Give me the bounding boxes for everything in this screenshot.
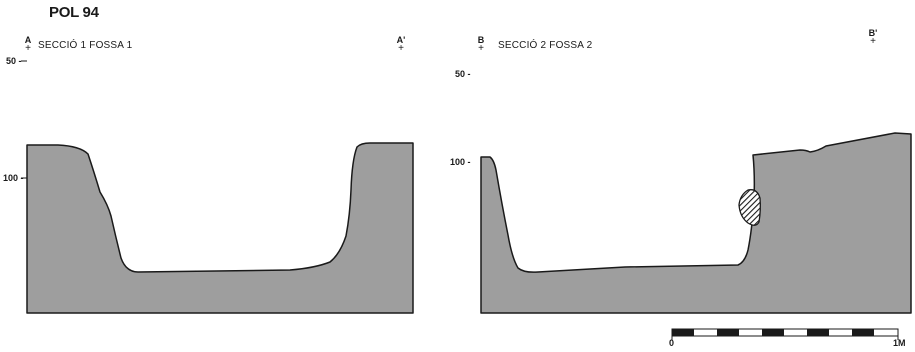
section2-profile	[480, 132, 912, 314]
scale-start-label: 0	[669, 338, 675, 348]
section1-profile	[26, 142, 414, 314]
scale-bar	[671, 328, 899, 340]
scale-end-label: 1M	[893, 338, 906, 348]
section1-start-point: A +	[23, 35, 33, 54]
section1-label: SECCIÓ 1 FOSSA 1	[38, 40, 133, 51]
section1-depth-50: 50 -	[6, 56, 22, 66]
crosshair-icon: +	[870, 36, 876, 47]
crosshair-icon: +	[25, 43, 31, 54]
section1-end-letter: A'	[396, 35, 406, 45]
section2-start-point: B +	[476, 35, 486, 54]
drawing-title: POL 94	[49, 4, 99, 21]
section1-start-letter: A	[24, 35, 32, 45]
section2-end-point: B' +	[867, 28, 879, 47]
section1-depth-100: 100 -	[3, 173, 24, 183]
section2-end-letter: B'	[868, 28, 878, 38]
crosshair-icon: +	[398, 43, 404, 54]
section1-end-point: A' +	[395, 35, 407, 54]
section2-start-letter: B	[477, 35, 485, 45]
crosshair-icon: +	[478, 43, 484, 54]
section2-depth-100: 100 -	[450, 157, 471, 167]
section2-depth-50: 50 -	[455, 69, 471, 79]
section2-label: SECCIÓ 2 FOSSA 2	[498, 40, 593, 51]
hatched-stone	[738, 189, 761, 226]
